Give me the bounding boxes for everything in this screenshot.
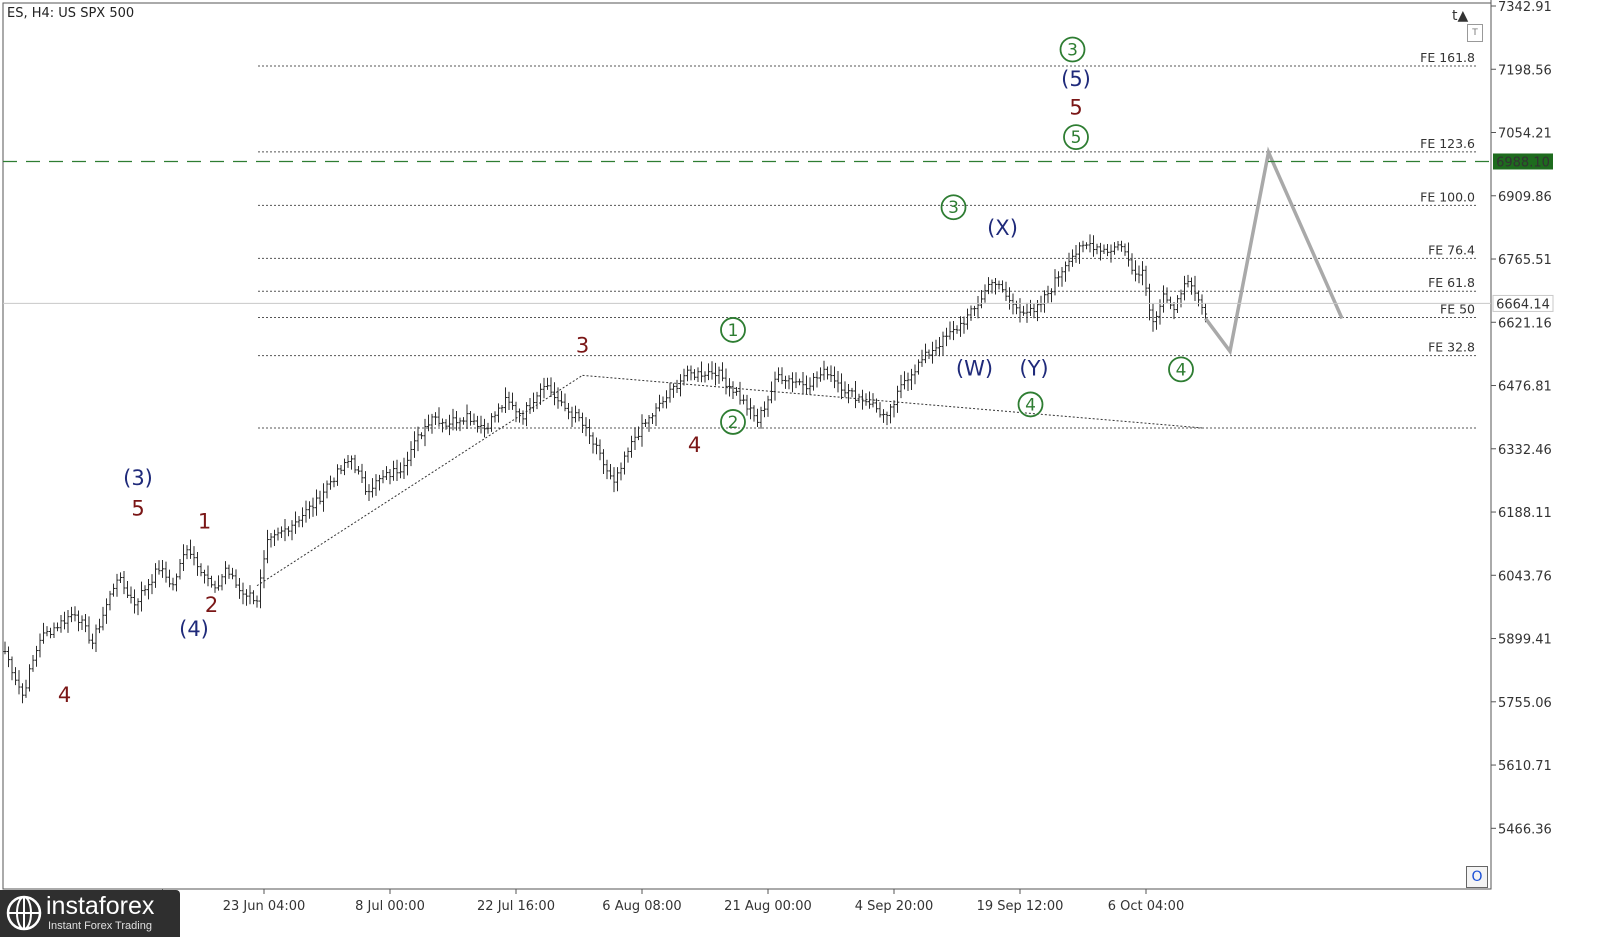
chart-settings-button[interactable]: O bbox=[1466, 866, 1488, 888]
wave-label-circle bbox=[1059, 36, 1086, 63]
wave-label: (X) bbox=[987, 216, 1018, 240]
fib-label: FE 76.4 bbox=[1428, 242, 1475, 257]
price-bars bbox=[3, 234, 1208, 704]
wave-label: 4 bbox=[1025, 395, 1036, 415]
instaforex-logo: instaforex Instant Forex Trading bbox=[0, 890, 180, 937]
wave-label: 5 bbox=[131, 497, 144, 521]
y-tick-label: 6043.76 bbox=[1498, 569, 1552, 584]
x-tick-label: 6 Aug 08:00 bbox=[602, 899, 681, 914]
y-tick-label: 5899.41 bbox=[1498, 633, 1552, 648]
wave-label-circle bbox=[940, 194, 967, 221]
y-tick-label: 6765.51 bbox=[1498, 253, 1552, 268]
wave-label: 2 bbox=[728, 413, 739, 433]
y-tick-label: 6188.11 bbox=[1498, 506, 1552, 521]
target-price-label: 6988.10 bbox=[1496, 155, 1550, 170]
x-tick-label: 22 Jul 16:00 bbox=[477, 899, 555, 914]
wave-label-circle bbox=[1168, 356, 1194, 383]
y-tick-label: 6476.81 bbox=[1498, 380, 1552, 395]
wave-label: 3 bbox=[576, 334, 589, 358]
fib-label: FE 123.6 bbox=[1420, 136, 1475, 151]
wave-label: 5 bbox=[1069, 96, 1082, 120]
fib-label: FE 61.8 bbox=[1428, 275, 1475, 290]
wave-label: 1 bbox=[198, 510, 211, 534]
logo-name: instaforex bbox=[46, 892, 155, 920]
logo-tagline: Instant Forex Trading bbox=[48, 920, 152, 932]
wave-label-circle bbox=[1063, 124, 1089, 151]
trading-view-icon[interactable]: t▲ bbox=[1452, 8, 1469, 24]
fib-label: FE 32.8 bbox=[1428, 340, 1475, 355]
y-tick-label: 5610.71 bbox=[1498, 759, 1552, 774]
x-tick-label: 8 Jul 00:00 bbox=[355, 899, 425, 914]
wave-label-circle bbox=[720, 409, 746, 435]
wave-label: 3 bbox=[948, 198, 959, 218]
current-price-badge bbox=[1492, 294, 1554, 312]
x-tick-label: 19 Sep 12:00 bbox=[977, 899, 1064, 914]
x-tick-label: 21 Aug 00:00 bbox=[724, 899, 812, 914]
y-tick-label: 6332.46 bbox=[1498, 443, 1552, 458]
y-tick-label: 5466.36 bbox=[1498, 822, 1552, 837]
y-tick-label: 7342.91 bbox=[1498, 0, 1552, 15]
y-tick-label: 7054.21 bbox=[1498, 127, 1552, 142]
y-tick-label: 6621.16 bbox=[1498, 316, 1552, 331]
wave-label: 4 bbox=[688, 433, 701, 457]
x-tick-label: 4 Sep 20:00 bbox=[855, 899, 934, 914]
wave-label: (4) bbox=[179, 617, 209, 641]
trendlines bbox=[256, 374, 1203, 587]
wave-label: 1 bbox=[728, 321, 739, 341]
fib-label: FE 50 bbox=[1440, 302, 1475, 317]
wave-label: (Y) bbox=[1019, 356, 1048, 380]
wave-label: 4 bbox=[1176, 360, 1187, 380]
fib-label: FE 100.0 bbox=[1420, 189, 1475, 204]
projection-path bbox=[1204, 146, 1344, 356]
wave-label: (5) bbox=[1061, 67, 1091, 91]
price-markers: 6664.14 6988.10 bbox=[3, 153, 1554, 312]
plot-area bbox=[2, 2, 1492, 890]
symbol-title: ES, H4: US SPX 500 bbox=[7, 6, 134, 21]
document-icon[interactable]: T bbox=[1467, 24, 1483, 42]
wave-label: 3 bbox=[1067, 40, 1078, 60]
wave-label: 5 bbox=[1071, 128, 1082, 148]
projection-line bbox=[1204, 146, 1344, 356]
target-price-badge bbox=[1493, 153, 1553, 170]
x-tick-label: 6 Oct 04:00 bbox=[1108, 899, 1184, 914]
logo-globe-icon bbox=[6, 895, 42, 931]
wave-label: 2 bbox=[205, 593, 218, 617]
y-tick-label: 6909.86 bbox=[1498, 190, 1552, 205]
wave-label: (W) bbox=[956, 356, 993, 380]
fibonacci-levels: FE 161.8 FE 123.6 FE 100.0 FE 76.4 FE 61.8 FE… bbox=[258, 50, 1478, 429]
wave-label: 4 bbox=[58, 683, 71, 707]
price-axis: 7342.91 7198.56 7054.21 6909.86 6765.51 6621.… bbox=[1491, 0, 1552, 837]
trendline bbox=[256, 374, 583, 587]
y-tick-label: 5755.06 bbox=[1498, 696, 1552, 711]
wave-label: (3) bbox=[123, 466, 153, 490]
wave-label-circle bbox=[720, 317, 746, 343]
x-tick-label: 23 Jun 04:00 bbox=[223, 899, 306, 914]
current-price-label: 6664.14 bbox=[1496, 297, 1550, 312]
wave-label-circle bbox=[1017, 391, 1044, 418]
y-tick-label: 7198.56 bbox=[1498, 63, 1552, 78]
fib-label: FE 161.8 bbox=[1420, 50, 1475, 65]
